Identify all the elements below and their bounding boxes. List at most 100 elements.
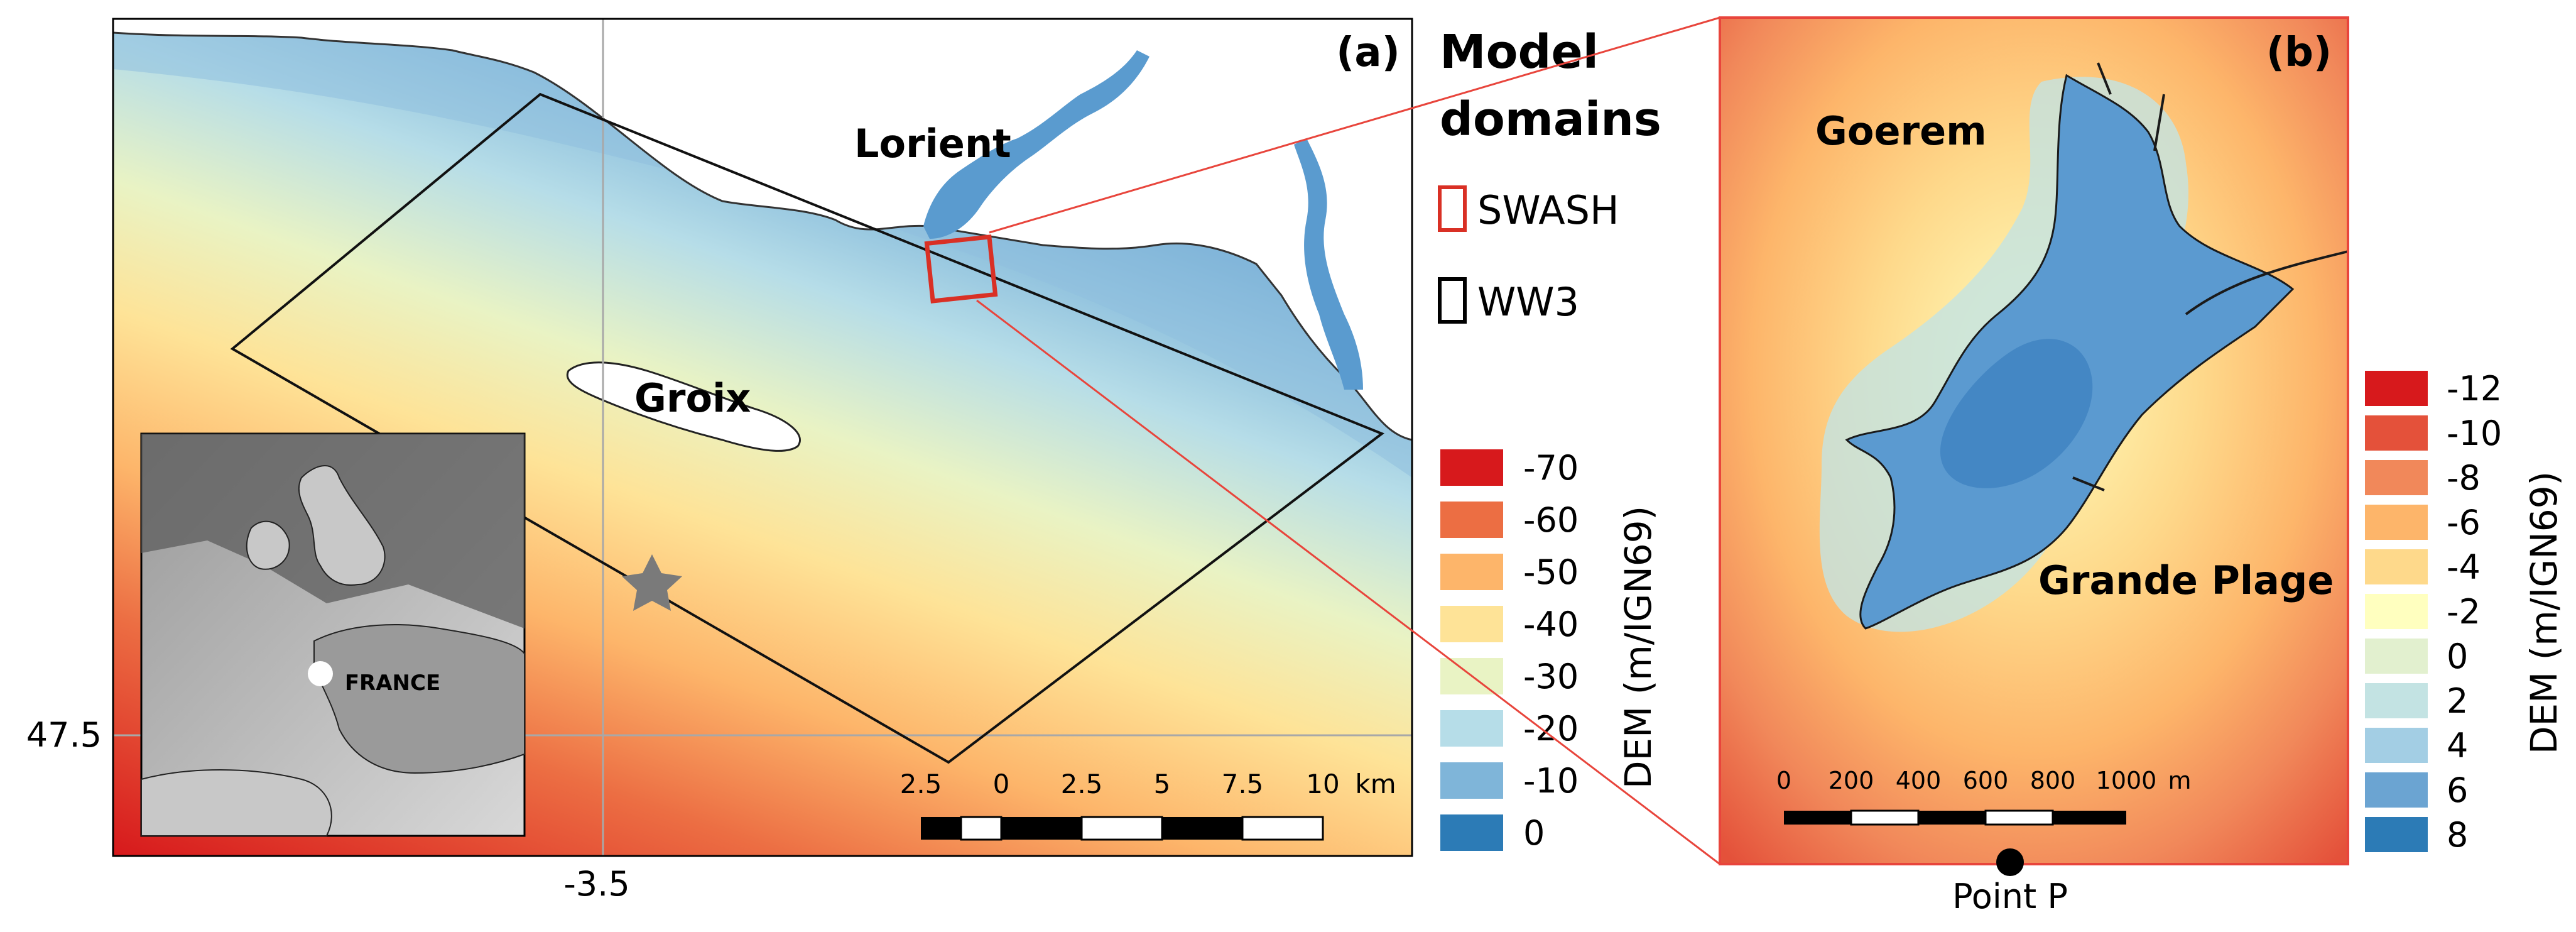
legend-swash-swatch	[1438, 185, 1467, 232]
seawall-line	[2185, 250, 2349, 315]
swash-domain	[924, 234, 998, 304]
scale-b-tick-4: 800	[2030, 767, 2076, 794]
scale-b-tick-1: 200	[1829, 767, 1874, 794]
inset-iberia	[141, 769, 332, 836]
legend-a-label-2: -50	[1523, 552, 1579, 592]
scale-b-seg-1	[1784, 811, 1851, 825]
scale-a-seg-6	[1241, 816, 1324, 841]
point-p-label: Point P	[1952, 877, 2068, 916]
legend-a-label-5: -20	[1523, 709, 1579, 748]
peninsula-low-area	[1940, 339, 2093, 488]
legend-b-label-10: 8	[2447, 815, 2468, 855]
place-goerem: Goerem	[1815, 108, 1987, 154]
axis-lon-label: -3.5	[563, 864, 629, 904]
panel-b-scale-bar: 0 200 400 600 800 1000 m	[1776, 767, 2192, 826]
legend-b-label-6: 0	[2447, 637, 2468, 676]
legend-b-label-8: 4	[2447, 726, 2468, 765]
inset-location-dot	[308, 661, 333, 686]
legend-a-swatch-5	[1440, 710, 1503, 747]
legend-b-swatch-7	[2365, 683, 2428, 718]
inset-map: FRANCE	[140, 432, 526, 837]
legend-b-swatch-9	[2365, 772, 2428, 808]
inset-france	[313, 624, 525, 774]
legend-a-label-4: -30	[1523, 657, 1579, 696]
scale-b-tick-0: 0	[1776, 767, 1791, 794]
zoom-line-top	[989, 16, 1720, 234]
scale-a-tick-5: 10	[1306, 769, 1339, 799]
legend-domains-title-1: Model	[1440, 25, 1599, 79]
scale-a-tick-2: 2.5	[1061, 769, 1103, 799]
panel-a-scale-bar: 2.5 0 2.5 5 7.5 10 km	[900, 769, 1396, 841]
legend-b-title: DEM (m/IGN69)	[2523, 471, 2565, 754]
legend-a-title: DEM (m/IGN69)	[1617, 506, 1660, 789]
legend-a-label-0: -70	[1523, 448, 1579, 488]
scale-b-tick-2: 400	[1896, 767, 1942, 794]
location-star-icon	[622, 554, 682, 611]
jetty-line-3	[2072, 476, 2105, 491]
panel-a-label: (a)	[1336, 30, 1400, 76]
scale-b-seg-2	[1850, 809, 1920, 826]
legend-a-swatch-0	[1440, 449, 1503, 486]
zoom-line-bottom	[976, 299, 1720, 865]
legend-a-swatch-2	[1440, 554, 1503, 590]
panel-b-label: (b)	[2266, 30, 2332, 76]
legend-domains: Model domains SWASH WW3	[1438, 25, 1661, 325]
legend-b-swatch-2	[2365, 460, 2428, 495]
legend-b-label-3: -6	[2447, 503, 2481, 542]
legend-a-swatch-1	[1440, 502, 1503, 538]
legend-a-label-1: -60	[1523, 500, 1579, 540]
legend-b-label-2: -8	[2447, 458, 2481, 498]
legend-swash-label: SWASH	[1477, 187, 1619, 233]
scale-b-tick-5: 1000	[2096, 767, 2157, 794]
legend-dem-a: -70 -60 -50 -40 -30 -20 -10 0 DEM (m/IGN…	[1440, 448, 1660, 853]
jetty-line-2	[2153, 94, 2165, 151]
panel-b-frame	[1719, 16, 2349, 865]
inset-country-label: FRANCE	[345, 671, 440, 696]
legend-b-label-9: 6	[2447, 770, 2468, 810]
legend-b-swatch-1	[2365, 415, 2428, 451]
lorient-estuary	[923, 50, 1149, 239]
legend-a-label-3: -40	[1523, 605, 1579, 644]
legend-ww3-swatch	[1438, 277, 1467, 324]
legend-b-swatch-4	[2365, 549, 2428, 584]
scale-b-tick-3: 600	[1963, 767, 2009, 794]
scale-b-unit: m	[2168, 767, 2191, 794]
scale-a-seg-5	[1162, 817, 1242, 840]
legend-b-label-5: -2	[2447, 592, 2481, 632]
legend-b-swatch-8	[2365, 728, 2428, 763]
legend-dem-b: -12 -10 -8 -6 -4 -2 0 2 4 6 8 DEM (m/IGN…	[2365, 369, 2565, 855]
legend-a-label-6: -10	[1523, 761, 1579, 801]
axis-lat-label: 47.5	[26, 715, 102, 755]
legend-b-swatch-5	[2365, 594, 2428, 629]
legend-b-label-4: -4	[2447, 547, 2481, 587]
panel-a-frame	[112, 18, 1413, 857]
jetty-line-1	[2097, 62, 2112, 95]
scale-b-seg-3	[1918, 811, 1986, 825]
legend-a-swatch-7	[1440, 814, 1503, 851]
point-p-marker	[1996, 848, 2024, 876]
ww3-domain	[230, 92, 1385, 764]
panel-b-map: (b) Goerem Grande Plage 0 200 400 600 80…	[1719, 16, 2349, 865]
legend-a-label-7: 0	[1523, 813, 1545, 853]
groix-island	[566, 361, 801, 452]
scale-b-seg-4	[1984, 809, 2054, 826]
legend-b-swatch-10	[2365, 817, 2428, 852]
legend-b-label-1: -10	[2447, 414, 2502, 453]
scale-b-seg-5	[2053, 811, 2126, 825]
scale-a-seg-3	[1001, 817, 1082, 840]
legend-b-label-7: 2	[2447, 681, 2468, 721]
scale-a-tick-4: 7.5	[1222, 769, 1264, 799]
inset-great-britain	[298, 465, 386, 586]
scale-a-unit: km	[1355, 769, 1396, 799]
scale-a-seg-1	[921, 817, 961, 840]
legend-b-swatch-0	[2365, 371, 2428, 406]
inset-ireland	[246, 520, 290, 570]
legend-domains-title-2: domains	[1440, 92, 1661, 146]
place-grande-plage: Grande Plage	[2038, 557, 2334, 603]
place-lorient: Lorient	[854, 121, 1011, 167]
legend-b-swatch-3	[2365, 505, 2428, 540]
scale-a-tick-3: 5	[1154, 769, 1171, 799]
legend-b-label-0: -12	[2447, 369, 2502, 408]
legend-a-swatch-6	[1440, 762, 1503, 799]
